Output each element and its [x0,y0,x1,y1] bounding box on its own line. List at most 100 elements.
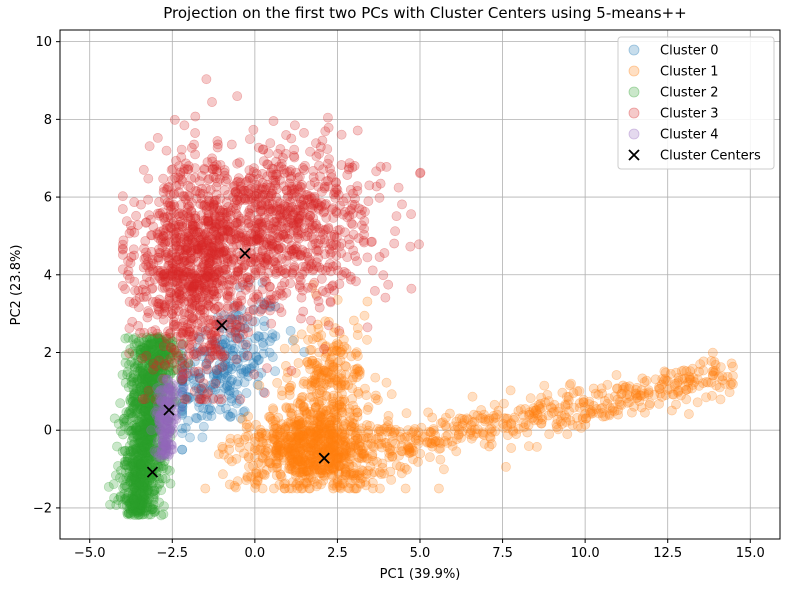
data-point [692,374,703,385]
data-point [299,376,310,387]
data-point [226,364,237,374]
data-point [143,173,154,184]
data-point [177,399,188,409]
data-point [315,234,326,245]
data-point [203,299,214,310]
data-point [192,347,203,358]
data-point [195,372,205,383]
data-point [311,388,322,399]
data-point [125,509,136,520]
data-point [177,423,188,434]
data-point [214,378,225,389]
data-point [644,400,655,410]
data-point [249,361,260,372]
data-point [246,363,257,373]
data-point [306,344,317,355]
data-point [205,405,216,416]
data-point [195,301,205,312]
data-point [133,302,144,313]
data-point [154,247,165,258]
data-point [222,365,233,375]
data-point [189,346,199,357]
data-point [222,371,233,382]
data-point [181,394,191,404]
data-point [714,382,725,393]
data-point [319,344,329,354]
data-point [264,347,275,358]
data-point [219,360,230,371]
data-point [313,323,324,334]
data-point [231,361,241,372]
data-point [225,411,236,422]
data-point [257,277,268,288]
data-point [576,422,587,433]
data-point [250,191,261,201]
data-point [234,333,245,344]
data-point [336,369,347,380]
data-point [287,440,298,451]
data-point [134,477,145,488]
data-point [131,210,141,221]
data-point [231,354,242,365]
data-point [235,394,246,404]
data-point [182,391,193,402]
x-tick-label: 2.5 [327,546,348,561]
data-point [251,419,261,430]
data-point [500,461,511,472]
data-point [480,414,491,425]
data-point [217,469,228,480]
data-point [242,367,253,378]
data-point [191,186,202,197]
data-point [661,375,672,386]
data-point [328,483,339,494]
data-point [325,296,336,307]
data-point [527,413,538,424]
data-point [344,239,355,250]
data-point [232,476,243,487]
data-point [294,415,305,426]
data-point [177,408,188,419]
data-point [435,454,446,465]
data-point [286,365,297,376]
data-point [190,380,200,390]
data-point [273,450,284,461]
data-point [204,353,215,364]
data-point [239,406,250,417]
data-point [300,231,310,242]
data-point [222,381,232,392]
data-point [211,368,222,378]
data-point [389,238,400,249]
data-point [281,255,292,266]
data-point [154,355,164,366]
data-point [162,212,173,222]
data-point [167,357,178,368]
data-point [254,232,265,243]
data-point [681,394,692,405]
data-point [201,358,212,369]
data-point [321,419,332,429]
data-point [332,391,343,402]
data-point [560,401,571,411]
data-point [313,435,324,446]
data-point [319,181,330,192]
data-point [314,397,325,408]
data-point [153,229,163,240]
data-point [179,120,190,131]
data-point [196,385,207,396]
data-point [219,346,230,357]
data-point [193,273,204,284]
data-point [359,216,370,226]
data-point [627,407,637,418]
data-point [624,383,634,394]
data-point [304,256,315,267]
data-point [199,388,210,398]
data-point [197,432,208,443]
data-point [259,388,270,398]
data-point [211,364,222,375]
data-point [178,382,189,392]
data-point [220,338,231,349]
data-point [208,382,219,393]
data-point [301,409,312,420]
data-point [289,120,300,131]
data-point [277,390,287,401]
